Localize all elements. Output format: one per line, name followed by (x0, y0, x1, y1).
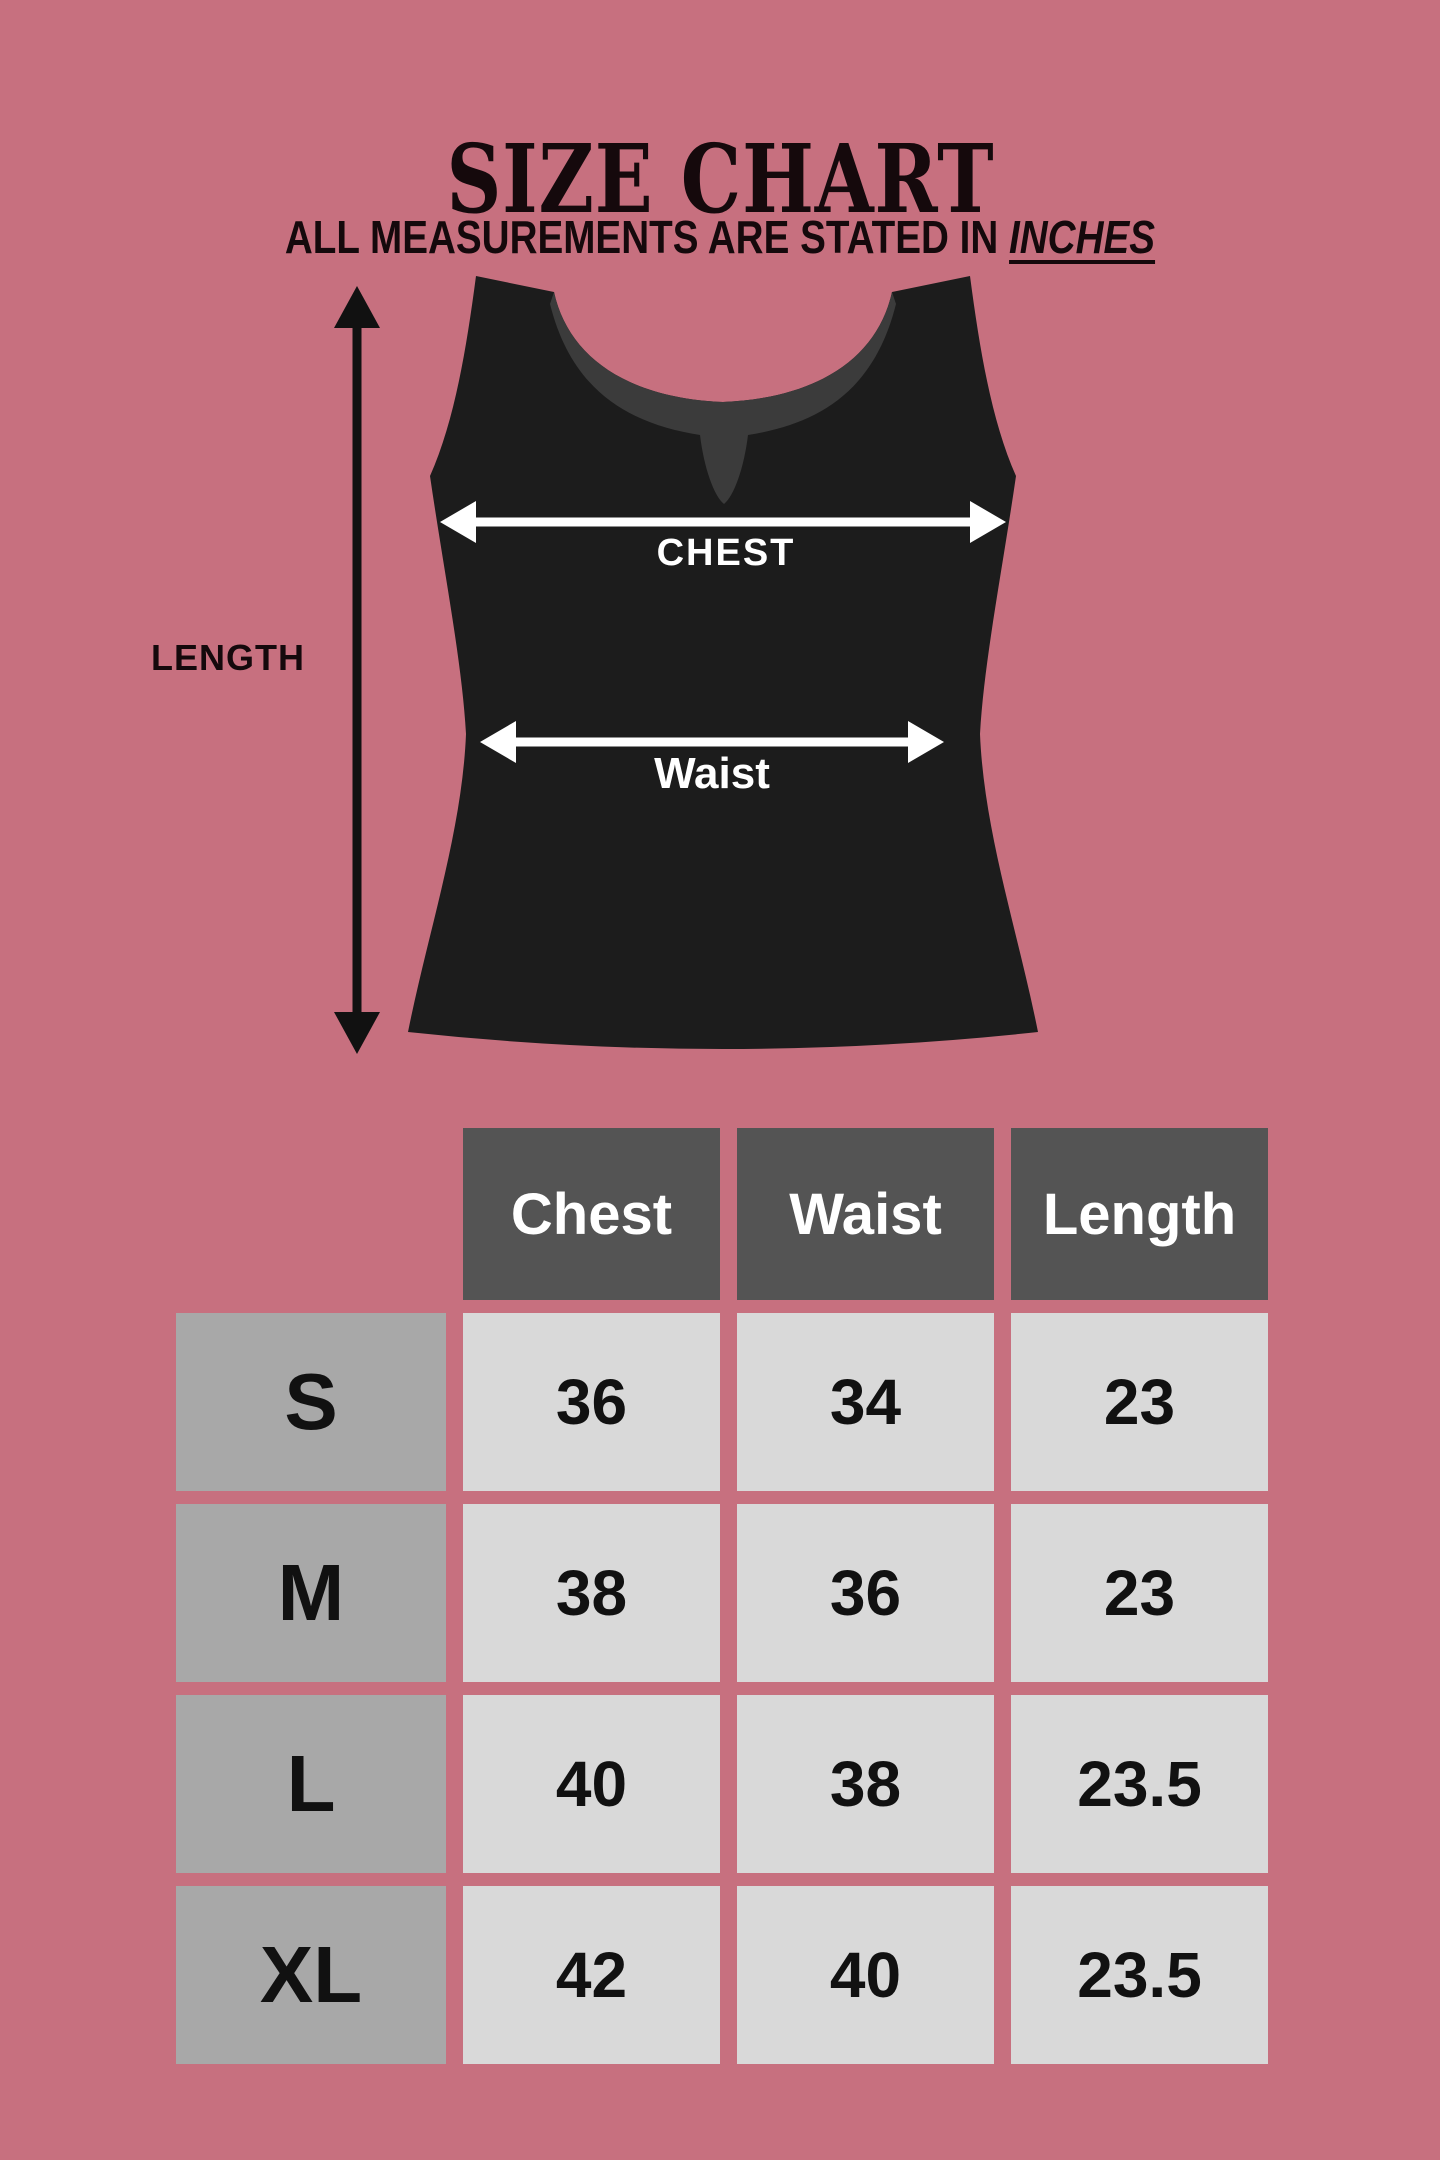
cell-l-length: 23.5 (1011, 1695, 1268, 1873)
cell-l-chest: 40 (463, 1695, 720, 1873)
tank-top-silhouette (408, 276, 1038, 1049)
neckline-inner (550, 292, 896, 504)
column-header-waist: Waist (737, 1128, 994, 1300)
row-label-s: S (176, 1313, 446, 1491)
chest-label: CHEST (656, 532, 796, 574)
size-table: Chest Waist Length S 36 34 23 M 38 36 23… (176, 1128, 1268, 2064)
page-title: SIZE CHART (0, 132, 1440, 227)
cell-m-chest: 38 (463, 1504, 720, 1682)
cell-s-chest: 36 (463, 1313, 720, 1491)
waist-label: Waist (654, 749, 770, 798)
page-subtitle-text: ALL MEASUREMENTS ARE STATED IN INCHES (285, 214, 1155, 260)
column-header-chest: Chest (463, 1128, 720, 1300)
row-label-xl: XL (176, 1886, 446, 2064)
cell-m-waist: 36 (737, 1504, 994, 1682)
length-label: LENGTH (151, 637, 305, 678)
garment-diagram (334, 276, 1038, 1054)
cell-s-waist: 34 (737, 1313, 994, 1491)
row-label-m: M (176, 1504, 446, 1682)
subtitle-unit: INCHES (1009, 211, 1156, 264)
length-arrow (334, 286, 380, 1054)
subtitle-prefix: ALL MEASUREMENTS ARE STATED IN (284, 211, 1010, 264)
cell-s-length: 23 (1011, 1313, 1268, 1491)
row-label-l: L (176, 1695, 446, 1873)
waist-arrow (480, 721, 944, 763)
chest-arrow (440, 501, 1006, 543)
cell-m-length: 23 (1011, 1504, 1268, 1682)
cell-l-waist: 38 (737, 1695, 994, 1873)
column-header-length: Length (1011, 1128, 1268, 1300)
page-title-text: SIZE CHART (446, 123, 994, 235)
cell-xl-length: 23.5 (1011, 1886, 1268, 2064)
cell-xl-chest: 42 (463, 1886, 720, 2064)
page-subtitle: ALL MEASUREMENTS ARE STATED IN INCHES (0, 214, 1440, 260)
cell-xl-waist: 40 (737, 1886, 994, 2064)
table-corner-spacer (176, 1128, 446, 1300)
